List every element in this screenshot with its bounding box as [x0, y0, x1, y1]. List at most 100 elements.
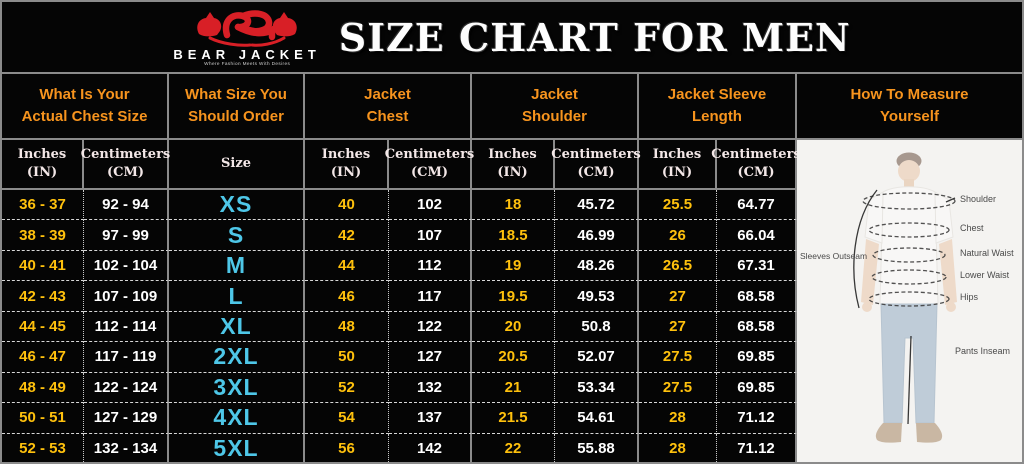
brand-name: BEAR JACKET [173, 47, 321, 62]
group-header-sleeve-length: Jacket Sleeve Length [639, 74, 797, 140]
table-cell: 38 - 39 [2, 220, 84, 251]
measure-label-sleeves-outseam: Sleeves Outseam [800, 251, 868, 261]
table-cell: 102 [389, 190, 472, 221]
table-cell: 52 - 53 [2, 433, 84, 462]
table-cell: 71.12 [717, 433, 797, 462]
subheader-chest-in: Inches (IN) [2, 140, 84, 190]
measure-label-pants-inseam: Pants Inseam [955, 346, 1011, 356]
table-cell: 26.5 [639, 250, 717, 282]
table-cell: 50.8 [555, 311, 639, 343]
table-cell: 132 [389, 372, 472, 404]
measure-label-natural-waist: Natural Waist [960, 248, 1014, 258]
group-header-jacket-shoulder: Jacket Shoulder [472, 74, 639, 140]
size-cell: 4XL [169, 403, 305, 434]
table-cell: 18.5 [472, 220, 555, 251]
table-cell: 48.26 [555, 250, 639, 282]
table-cell: 55.88 [555, 433, 639, 462]
table-cell: 68.58 [717, 281, 797, 312]
table-cell: 18 [472, 190, 555, 221]
table-cell: 107 - 109 [84, 281, 169, 312]
group-header-how-to-measure: How To Measure Yourself [797, 74, 1022, 140]
group-header-jacket-chest: Jacket Chest [305, 74, 472, 140]
table-cell: 97 - 99 [84, 220, 169, 251]
table-cell: 71.12 [717, 403, 797, 434]
table-cell: 53.34 [555, 372, 639, 404]
measure-label-lower-waist: Lower Waist [960, 270, 1010, 280]
table-cell: 27 [639, 281, 717, 312]
table-cell: 69.85 [717, 342, 797, 373]
subheader-shoulder-cm: Centimeters (CM) [551, 140, 641, 190]
size-cell: L [169, 281, 305, 312]
table-cell: 48 [305, 311, 389, 343]
table-cell: 112 - 114 [84, 311, 169, 343]
brand-logo: BEAR JACKET Where Fashion Meets With Des… [173, 7, 320, 67]
table-cell: 40 [305, 190, 389, 221]
table-cell: 45.72 [555, 190, 639, 221]
table-cell: 54.61 [555, 403, 639, 434]
table-cell: 122 - 124 [84, 372, 169, 404]
table-cell: 107 [389, 220, 472, 251]
table-cell: 66.04 [717, 220, 797, 251]
table-cell: 27.5 [639, 372, 717, 404]
table-cell: 46 [305, 281, 389, 312]
group-header-actual-chest: What Is Your Actual Chest Size [2, 74, 169, 140]
table-cell: 21 [472, 372, 555, 404]
table-cell: 69.85 [717, 372, 797, 404]
table-cell: 67.31 [717, 250, 797, 282]
table-cell: 50 - 51 [2, 403, 84, 434]
table-cell: 42 - 43 [2, 281, 84, 312]
table-cell: 46.99 [555, 220, 639, 251]
table-cell: 56 [305, 433, 389, 462]
table-cell: 92 - 94 [84, 190, 169, 221]
table-cell: 44 - 45 [2, 311, 84, 343]
brand-tagline: Where Fashion Meets With Desires [204, 61, 291, 67]
subheader-sleeve-in: Inches (IN) [639, 140, 717, 190]
table-cell: 50 [305, 342, 389, 373]
table-cell: 137 [389, 403, 472, 434]
table-cell: 122 [389, 311, 472, 343]
size-chart-table: What Is Your Actual Chest Size What Size… [2, 72, 1022, 462]
table-cell: 36 - 37 [2, 190, 84, 221]
size-cell: XL [169, 311, 305, 343]
table-cell: 142 [389, 433, 472, 462]
measure-panel: Shoulder Chest Natural Waist Lower Waist… [797, 140, 1022, 462]
table-cell: 64.77 [717, 190, 797, 221]
table-cell: 117 [389, 281, 472, 312]
table-cell: 20 [472, 311, 555, 343]
table-cell: 20.5 [472, 342, 555, 373]
subheader-jchest-in: Inches (IN) [305, 140, 389, 190]
subheader-sleeve-cm: Centimeters (CM) [711, 140, 801, 190]
table-cell: 28 [639, 403, 717, 434]
table-cell: 54 [305, 403, 389, 434]
table-cell: 27 [639, 311, 717, 343]
size-cell: XS [169, 190, 305, 221]
bear-logo-icon [197, 10, 297, 47]
size-cell: S [169, 220, 305, 251]
table-cell: 68.58 [717, 311, 797, 343]
subheader-jchest-cm: Centimeters (CM) [385, 140, 474, 190]
measure-label-hips: Hips [960, 292, 979, 302]
table-cell: 102 - 104 [84, 250, 169, 282]
table-cell: 25.5 [639, 190, 717, 221]
measure-label-chest: Chest [960, 223, 984, 233]
table-cell: 127 - 129 [84, 403, 169, 434]
table-cell: 19.5 [472, 281, 555, 312]
table-cell: 48 - 49 [2, 372, 84, 404]
measure-label-shoulder: Shoulder [960, 194, 997, 204]
table-cell: 52.07 [555, 342, 639, 373]
subheader-chest-cm: Centimeters (CM) [81, 140, 170, 190]
table-cell: 127 [389, 342, 472, 373]
table-cell: 117 - 119 [84, 342, 169, 373]
table-cell: 52 [305, 372, 389, 404]
table-cell: 28 [639, 433, 717, 462]
table-cell: 27.5 [639, 342, 717, 373]
table-cell: 40 - 41 [2, 250, 84, 282]
table-cell: 44 [305, 250, 389, 282]
measure-man-illustration [853, 152, 957, 443]
subheader-shoulder-in: Inches (IN) [472, 140, 555, 190]
size-cell: 3XL [169, 372, 305, 404]
table-cell: 26 [639, 220, 717, 251]
group-header-size-order: What Size You Should Order [169, 74, 305, 140]
table-cell: 46 - 47 [2, 342, 84, 373]
